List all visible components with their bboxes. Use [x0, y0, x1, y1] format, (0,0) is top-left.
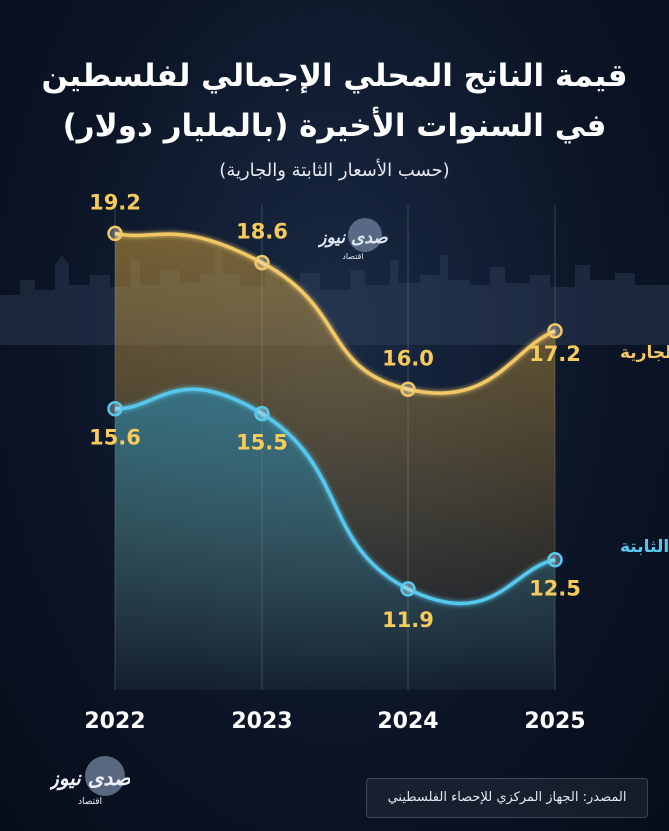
data-label-current-2023: 18.6	[236, 220, 288, 244]
data-label-current-2022: 19.2	[89, 190, 141, 214]
brand-name-watermark: صدى نيوز	[318, 228, 388, 248]
point-constant-2024	[400, 581, 416, 597]
x-tick-2025: 2025	[524, 709, 585, 734]
point-current-2022	[107, 225, 123, 242]
data-label-current-2024: 16.0	[382, 346, 434, 370]
x-tick-2022: 2022	[84, 709, 145, 734]
brand-name: صدى نيوز	[50, 766, 130, 791]
x-tick-2024: 2024	[377, 709, 438, 734]
series-areas	[115, 233, 555, 690]
series-labels: الأسعار الجارية الأسعار الثابتة	[620, 342, 669, 557]
point-constant-2022	[107, 400, 123, 417]
line-current	[114, 231, 556, 395]
point-current-2024	[400, 381, 416, 398]
point-constant-2025	[547, 551, 563, 568]
data-points	[107, 225, 563, 597]
data-label-constant-2024: 11.9	[382, 608, 434, 632]
point-constant-2023	[254, 405, 270, 422]
chart-subtitle: (حسب الأسعار الثابتة والجارية)	[219, 160, 450, 181]
data-labels: 19.2 18.6 16.0 17.2 15.6 15.5 11.9 12.5	[89, 190, 581, 631]
x-axis-ticks: 2022 2023 2024 2025	[84, 709, 585, 734]
data-label-current-2025: 17.2	[529, 342, 581, 366]
brand-logo-watermark: صدى نيوز اقتصاد	[318, 218, 388, 261]
brand-tagline: اقتصاد	[78, 797, 102, 807]
series-label-current: الأسعار الجارية	[620, 342, 669, 363]
area-constant	[115, 389, 555, 690]
source-note: المصدر: الجهاز المركزي للإحصاء الفلسطيني	[366, 778, 648, 818]
data-label-constant-2023: 15.5	[236, 431, 288, 455]
chart-title-line2: في السنوات الأخيرة (بالمليار دولار)	[62, 108, 607, 144]
series-lines	[114, 231, 556, 606]
data-label-constant-2022: 15.6	[89, 426, 141, 450]
point-current-2023	[254, 254, 270, 271]
brand-tagline-watermark: اقتصاد	[342, 252, 363, 261]
x-tick-2023: 2023	[231, 709, 292, 734]
chart-title-line1: قيمة الناتج المحلي الإجمالي لفلسطين	[41, 58, 628, 94]
brand-logo: صدى نيوز اقتصاد	[50, 756, 130, 807]
point-current-2025	[547, 323, 563, 339]
data-label-constant-2025: 12.5	[529, 577, 581, 601]
series-label-constant: الأسعار الثابتة	[620, 536, 669, 557]
line-constant	[114, 387, 556, 606]
